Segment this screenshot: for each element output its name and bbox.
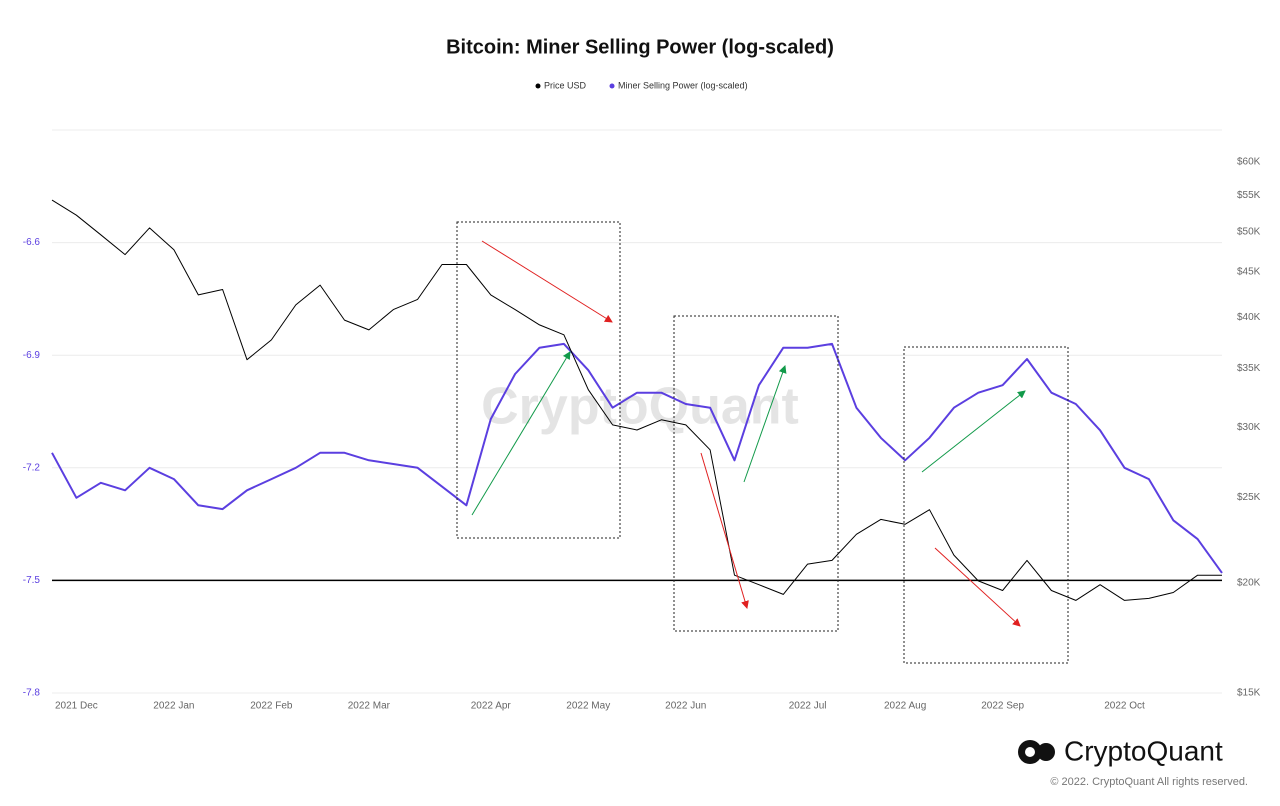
logo-text: CryptoQuant [1064, 735, 1223, 766]
annotation-box [903, 346, 1069, 664]
y-tick-label: -6.6 [23, 237, 41, 248]
y-tick-label: -7.5 [23, 575, 41, 586]
y2-tick-label: $45K [1237, 267, 1261, 278]
arrow [471, 351, 571, 516]
annotation-box [456, 221, 621, 539]
x-tick-label: 2021 Dec [55, 701, 98, 712]
y-tick-label: -7.8 [23, 688, 41, 699]
logo-circle [1025, 747, 1035, 757]
arrow [743, 365, 787, 483]
legend-marker [609, 83, 615, 89]
x-tick-label: 2022 Mar [348, 701, 391, 712]
x-tick-label: 2022 Aug [884, 701, 926, 712]
y2-tick-label: $15K [1237, 688, 1261, 699]
arrow [921, 390, 1026, 473]
x-tick-label: 2022 Oct [1104, 701, 1145, 712]
x-tick-label: 2022 May [566, 701, 610, 712]
y2-tick-label: $35K [1237, 363, 1261, 374]
x-tick-label: 2022 Apr [471, 701, 512, 712]
x-tick-label: 2022 Sep [981, 701, 1024, 712]
arrow [481, 240, 613, 323]
y-tick-label: -7.2 [23, 462, 41, 473]
y2-tick-label: $50K [1237, 226, 1261, 237]
arrow [700, 452, 749, 609]
legend-marker [535, 83, 541, 89]
arrow [934, 547, 1021, 627]
x-tick-label: 2022 Feb [250, 701, 293, 712]
logo-circle [1037, 743, 1055, 761]
y-tick-label: -6.9 [23, 350, 41, 361]
y2-tick-label: $25K [1237, 492, 1261, 503]
x-tick-label: 2022 Jun [665, 701, 706, 712]
annotation-boxes [456, 221, 1069, 664]
y2-tick-label: $40K [1237, 312, 1261, 323]
y2-tick-label: $55K [1237, 190, 1261, 201]
annotation-box [673, 315, 839, 632]
series-line [51, 199, 1222, 601]
y2-tick-label: $20K [1237, 577, 1261, 588]
legend-label: Price USD [544, 80, 587, 90]
legend-label: Miner Selling Power (log-scaled) [618, 80, 748, 90]
y2-tick-label: $30K [1237, 422, 1261, 433]
logo-icon [1018, 740, 1055, 764]
y2-tick-label: $60K [1237, 156, 1261, 167]
x-tick-label: 2022 Jan [153, 701, 194, 712]
annotation-arrows [481, 240, 1021, 627]
annotation-arrows [471, 351, 1026, 516]
copyright: © 2022. CryptoQuant All rights reserved. [1050, 776, 1248, 788]
chart-title: Bitcoin: Miner Selling Power (log-scaled… [446, 36, 834, 58]
plot: -7.8 -7.5 -7.2 -6.9 -6.6 $15K $20K $25K $30K $35K… [23, 156, 1261, 711]
series-line [51, 342, 1223, 574]
x-tick-label: 2022 Jul [789, 701, 827, 712]
